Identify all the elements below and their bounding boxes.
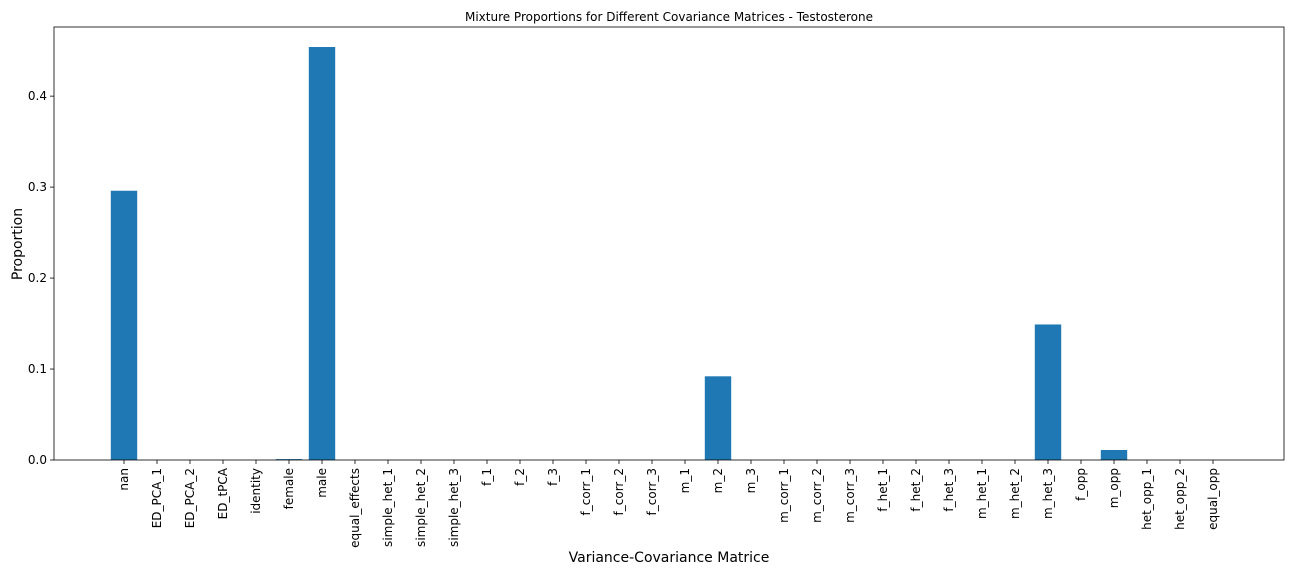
- x-tick-label: f_2: [513, 468, 527, 486]
- x-tick-label: m_corr_3: [843, 468, 857, 523]
- x-tick-label: male: [315, 468, 329, 498]
- x-tick-label: f_het_3: [942, 468, 956, 512]
- y-tick-label: 0.3: [28, 180, 47, 194]
- x-tick-label: f_het_1: [876, 468, 890, 512]
- x-tick-label: ED_PCA_1: [150, 468, 164, 528]
- bar-nan: [110, 190, 138, 460]
- chart-title: Mixture Proportions for Different Covari…: [465, 10, 873, 24]
- bar-m_opp: [1100, 449, 1128, 460]
- plot-frame: [53, 26, 1285, 461]
- x-tick-label: m_corr_1: [777, 468, 791, 523]
- bar-m_2: [704, 376, 732, 460]
- x-tick-label: nan: [117, 468, 131, 491]
- x-tick-label: het_opp_2: [1173, 468, 1187, 530]
- x-tick-label: equal_opp: [1206, 468, 1220, 530]
- x-axis-label: Variance-Covariance Matrice: [569, 550, 770, 566]
- x-tick-label: m_3: [744, 468, 758, 493]
- y-tick-label: 0.0: [28, 453, 47, 467]
- x-tick-label: m_het_2: [1008, 468, 1022, 519]
- x-tick-label: simple_het_3: [447, 468, 461, 547]
- x-tick-label: f_3: [546, 468, 560, 486]
- x-tick-label: m_het_3: [1041, 468, 1055, 519]
- x-tick-label: female: [282, 468, 296, 509]
- x-tick-label: simple_het_1: [381, 468, 395, 547]
- bars-group: [110, 47, 1128, 460]
- x-tick-label: f_opp: [1074, 468, 1088, 501]
- x-tick-label: m_het_1: [975, 468, 989, 519]
- x-tick-label: m_1: [678, 468, 692, 493]
- bar-m_het_3: [1034, 324, 1062, 460]
- x-tick-label: f_1: [480, 468, 494, 486]
- y-tick-label: 0.1: [28, 362, 47, 376]
- x-tick-label: equal_effects: [348, 468, 362, 548]
- x-tick-label: ED_tPCA: [216, 467, 230, 519]
- bar-male: [308, 47, 336, 460]
- x-ticks-group: nan ED_PCA_1 ED_PCA_2 ED_tPCA identity female…: [117, 460, 1220, 548]
- y-ticks-group: 0.0 0.1 0.2 0.3 0.4: [28, 89, 54, 467]
- x-tick-label: m_opp: [1107, 468, 1121, 508]
- x-tick-label: ED_PCA_2: [183, 468, 197, 528]
- bar-female: [275, 459, 303, 460]
- x-tick-label: f_corr_2: [612, 468, 626, 515]
- y-axis-label: Proportion: [10, 208, 26, 280]
- x-tick-label: het_opp_1: [1140, 468, 1154, 530]
- x-tick-label: m_corr_2: [810, 468, 824, 523]
- x-tick-label: f_corr_1: [579, 468, 593, 515]
- x-tick-label: f_corr_3: [645, 468, 659, 515]
- x-tick-label: simple_het_2: [414, 468, 428, 547]
- x-tick-label: f_het_2: [909, 468, 923, 512]
- x-tick-label: m_2: [711, 468, 725, 493]
- y-tick-label: 0.4: [28, 89, 47, 103]
- x-tick-label: identity: [249, 468, 263, 514]
- y-tick-label: 0.2: [28, 271, 47, 285]
